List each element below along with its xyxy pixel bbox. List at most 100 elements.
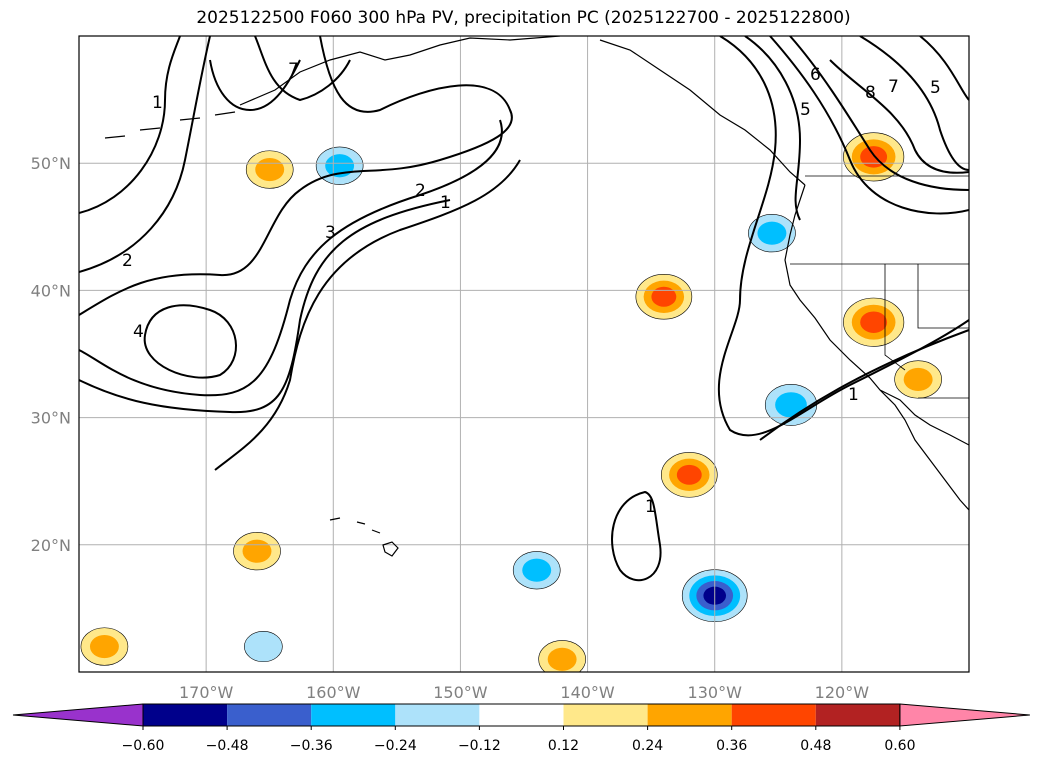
pv-contour-4-oval bbox=[143, 304, 237, 379]
colorbar-tick-label: 0.24 bbox=[632, 738, 663, 754]
lat-tick-label: 20°N bbox=[31, 536, 71, 555]
colorbar-segment bbox=[479, 704, 564, 726]
precip-anomaly bbox=[748, 214, 796, 253]
colorbar-tick-label: −0.48 bbox=[206, 738, 249, 754]
pv-contour-1-south bbox=[214, 159, 521, 471]
contour-label: 4 bbox=[133, 322, 144, 342]
west-coast bbox=[784, 184, 969, 511]
colorbar-outline bbox=[142, 703, 901, 727]
colorbar-tick-label: −0.36 bbox=[290, 738, 333, 754]
precip-anomaly bbox=[245, 150, 294, 189]
contour-label: 7 bbox=[888, 77, 899, 97]
precip-level-fill bbox=[242, 539, 272, 563]
contour-label: 6 bbox=[810, 65, 821, 85]
precip-level-fill bbox=[89, 634, 119, 659]
colorbar-tick-label: 0.36 bbox=[716, 738, 747, 754]
pv-contour-2-east bbox=[744, 36, 969, 441]
lon-tick-label: 130°W bbox=[688, 683, 743, 702]
lat-tick-label: 40°N bbox=[31, 281, 71, 300]
hawaii-islands bbox=[329, 517, 399, 557]
pv-contour-nw-1 bbox=[254, 36, 351, 102]
contour-label: 5 bbox=[930, 78, 941, 98]
contour-label: 1 bbox=[440, 193, 451, 213]
lon-tick-label: 140°W bbox=[560, 683, 615, 702]
pv-contour-trough bbox=[79, 119, 503, 397]
pv-contour-2-west bbox=[79, 36, 211, 273]
precip-level-fill bbox=[255, 157, 285, 182]
colorbar-tick-label: 0.12 bbox=[548, 738, 579, 754]
precip-anomaly bbox=[233, 532, 281, 571]
pv-contour-1-subtropic bbox=[611, 490, 662, 582]
colorbar-tick-label: −0.24 bbox=[374, 738, 417, 754]
precip-anomaly bbox=[80, 627, 129, 666]
chart-title: 2025122500 F060 300 hPa PV, precipitatio… bbox=[196, 8, 851, 28]
colorbar-segment bbox=[311, 704, 396, 726]
aleutians bbox=[104, 111, 236, 139]
precip-anomaly bbox=[660, 452, 718, 498]
pv-contour-ridge bbox=[79, 36, 513, 316]
precip-anomaly bbox=[538, 640, 586, 672]
precip-level-fill bbox=[547, 647, 577, 671]
colorbar: −0.60 −0.48 −0.36 −0.24 −0.12 0.12 0.24 0.36 0.4… bbox=[12, 703, 1030, 754]
lat-tick-label: 30°N bbox=[31, 409, 71, 428]
pv-contour-5-east bbox=[769, 36, 969, 215]
colorbar-segment bbox=[227, 704, 312, 726]
contour-label: 8 bbox=[865, 83, 876, 103]
pv-contour-1-east bbox=[717, 36, 969, 437]
contour-label: 7 bbox=[288, 60, 299, 80]
precip-anomaly bbox=[764, 383, 818, 426]
gulf-alaska-coast bbox=[599, 39, 806, 186]
contour-label: 5 bbox=[800, 100, 811, 120]
lon-tick-label: 160°W bbox=[306, 683, 361, 702]
contour-label: 1 bbox=[645, 497, 656, 517]
pv-contour-8-east bbox=[829, 59, 969, 174]
precip-anomaly bbox=[512, 551, 561, 590]
colorbar-segment bbox=[395, 704, 480, 726]
colorbar-tick-label: 0.48 bbox=[800, 738, 831, 754]
precip-anomaly bbox=[843, 297, 905, 347]
pv-contour-nw-2 bbox=[209, 59, 301, 112]
colorbar-segment bbox=[731, 704, 816, 726]
precip-level-fill bbox=[676, 464, 702, 485]
contour-label: 2 bbox=[415, 181, 426, 201]
colorbar-segment bbox=[647, 704, 732, 726]
colorbar-tick-label: −0.60 bbox=[122, 738, 165, 754]
pv-contour-3 bbox=[79, 199, 451, 414]
colorbar-extend-min bbox=[12, 703, 144, 727]
precip-level-fill bbox=[775, 392, 807, 418]
gridlines bbox=[79, 36, 969, 672]
contour-labels: 1 2 2 1 3 4 1 1 6 5 8 7 5 7 bbox=[122, 60, 941, 517]
contour-label: 1 bbox=[152, 93, 163, 113]
alaska-coast bbox=[239, 36, 561, 106]
precip-level-fill bbox=[651, 286, 677, 307]
colorbar-tick-label: 0.60 bbox=[884, 738, 915, 754]
colorbar-segment bbox=[563, 704, 648, 726]
precip-anomaly bbox=[894, 360, 942, 399]
pv-contour-5-ne bbox=[919, 36, 969, 101]
lat-tick-label: 50°N bbox=[31, 154, 71, 173]
precip-level-fill bbox=[903, 367, 933, 392]
precip-level-fill bbox=[244, 631, 283, 663]
pv-contour-6-east bbox=[789, 36, 969, 191]
pv-contour-1-west bbox=[79, 36, 181, 214]
precip-level-fill bbox=[522, 558, 552, 582]
contour-label: 2 bbox=[122, 251, 133, 271]
contour-label: 3 bbox=[325, 223, 336, 243]
map-frame bbox=[78, 35, 970, 673]
precip-level-fill bbox=[757, 221, 787, 245]
colorbar-tick-label: −0.12 bbox=[458, 738, 501, 754]
coastlines bbox=[104, 36, 969, 557]
precip-anomaly bbox=[244, 631, 283, 663]
colorbar-segment bbox=[815, 704, 900, 726]
state-borders bbox=[790, 175, 969, 399]
colorbar-segment bbox=[143, 704, 228, 726]
lon-tick-label: 170°W bbox=[179, 683, 234, 702]
precip-anomaly bbox=[635, 274, 693, 320]
precip-anomaly bbox=[315, 146, 364, 185]
baja-coast bbox=[879, 389, 969, 446]
pv-contours bbox=[79, 36, 969, 582]
pv-contour-7-east bbox=[859, 36, 969, 171]
lon-tick-label: 120°W bbox=[815, 683, 870, 702]
axis-labels: 170°W 160°W 150°W 140°W 130°W 120°W 20°N 30°N 40… bbox=[31, 154, 870, 702]
